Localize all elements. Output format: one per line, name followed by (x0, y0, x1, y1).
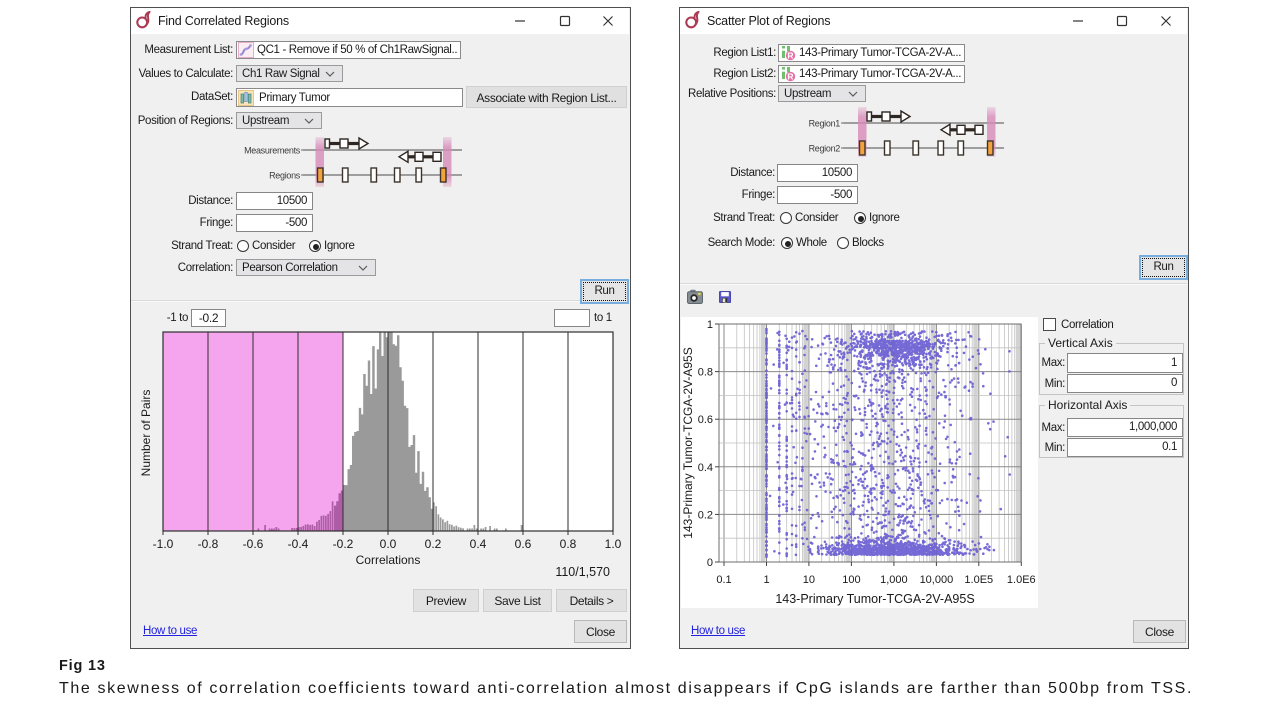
svg-text:0: 0 (707, 557, 713, 569)
svg-text:0.8: 0.8 (560, 537, 577, 551)
svg-text:-0.6: -0.6 (243, 537, 264, 551)
svg-text:143-Primary Tumor-TCGA-2V-A95S: 143-Primary Tumor-TCGA-2V-A95S (775, 592, 974, 606)
svg-text:Correlations: Correlations (356, 553, 421, 567)
svg-text:-0.2: -0.2 (333, 537, 354, 551)
svg-text:Number of Pairs: Number of Pairs (139, 390, 153, 477)
svg-text:0.2: 0.2 (425, 537, 442, 551)
svg-text:0.8: 0.8 (698, 367, 713, 379)
svg-text:0.4: 0.4 (470, 537, 487, 551)
svg-text:0.1: 0.1 (716, 574, 731, 586)
svg-text:-1.0: -1.0 (153, 537, 174, 551)
svg-text:R: R (787, 51, 793, 61)
svg-text:1.0E6: 1.0E6 (1007, 574, 1036, 586)
svg-text:-0.4: -0.4 (288, 537, 309, 551)
svg-text:0.4: 0.4 (698, 462, 713, 474)
svg-text:0.6: 0.6 (515, 537, 532, 551)
svg-text:-0.8: -0.8 (198, 537, 219, 551)
svg-text:R: R (787, 72, 793, 82)
svg-text:10,000: 10,000 (920, 574, 954, 586)
svg-text:0.2: 0.2 (698, 509, 713, 521)
svg-text:1,000: 1,000 (880, 574, 908, 586)
svg-text:1.0E5: 1.0E5 (964, 574, 993, 586)
svg-text:143-Primary Tumor-TCGA-2V-A95S: 143-Primary Tumor-TCGA-2V-A95S (681, 347, 695, 538)
svg-text:Regions: Regions (269, 171, 301, 181)
svg-text:1: 1 (707, 319, 713, 331)
svg-text:1: 1 (763, 574, 769, 586)
svg-text:10: 10 (803, 574, 815, 586)
svg-text:100: 100 (842, 574, 860, 586)
svg-text:Region1: Region1 (809, 119, 841, 129)
svg-text:Region2: Region2 (809, 144, 841, 154)
svg-text:1.0: 1.0 (605, 537, 622, 551)
svg-text:0.0: 0.0 (380, 537, 397, 551)
svg-text:Measurements: Measurements (244, 146, 301, 156)
svg-text:0.6: 0.6 (698, 414, 713, 426)
